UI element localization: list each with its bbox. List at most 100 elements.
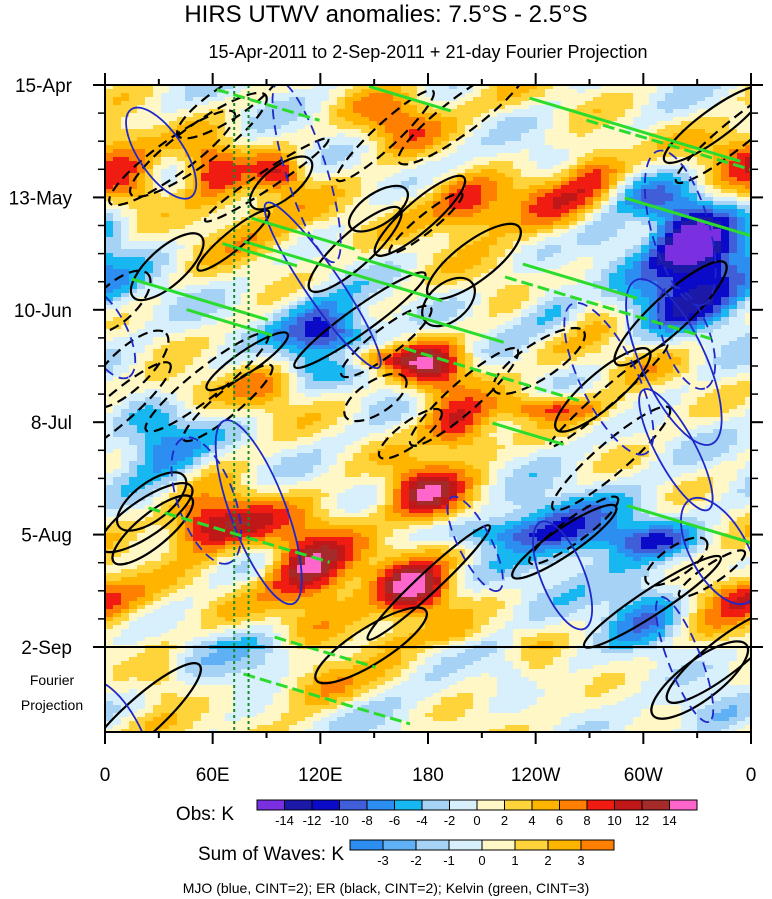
y-tick-label: 8-Jul <box>31 413 72 434</box>
er-contour <box>128 91 268 198</box>
colorbar-swatch <box>284 799 313 811</box>
colorbar-swatch <box>514 839 549 851</box>
er-contour <box>307 205 403 293</box>
er-contour <box>677 549 747 599</box>
colorbar-tick-label: -2 <box>410 853 422 868</box>
er-contour <box>492 326 586 396</box>
colorbar-tick-label: 6 <box>556 813 563 828</box>
er-contour <box>662 85 751 164</box>
colorbar-swatch <box>547 839 582 851</box>
plot-area <box>105 85 751 732</box>
mjo-contour <box>563 301 655 456</box>
er-contour <box>314 606 428 685</box>
mjo-contour <box>105 285 137 380</box>
kelvin-contour <box>186 308 273 337</box>
kelvin-contour <box>368 85 452 113</box>
er-contour <box>674 85 751 185</box>
er-contour <box>366 524 492 641</box>
colorbar-tick-label: 2 <box>501 813 508 828</box>
x-tick-label: 120W <box>511 765 561 786</box>
y-tick-label: 15-Apr <box>15 76 73 97</box>
colorbar-tick-label: -4 <box>416 813 428 828</box>
colorbar-swatch <box>586 799 615 811</box>
mjo-contour <box>170 436 242 565</box>
er-contour <box>554 347 652 433</box>
er-contour <box>203 137 330 223</box>
chart-subtitle: 15-Apr-2011 to 2-Sep-2011 + 21-day Fouri… <box>208 42 647 62</box>
colorbar-swatch <box>339 799 368 811</box>
er-contour <box>548 343 669 448</box>
colorbar-tick-label: -1 <box>443 853 455 868</box>
er-contour <box>205 331 290 392</box>
mjo-contour <box>625 278 723 446</box>
er-contour <box>108 109 237 207</box>
kelvin-contour <box>216 88 320 122</box>
er-contour <box>644 536 709 587</box>
colorbar-swatch <box>641 799 670 811</box>
er-contour <box>182 363 274 443</box>
colorbar-tick-label: -14 <box>275 813 294 828</box>
mjo-contour <box>214 419 303 606</box>
kelvin-contour <box>504 275 712 341</box>
colorbar-swatch <box>349 839 384 851</box>
y-tick-label: 10-Jun <box>14 301 72 322</box>
kelvin-contour <box>522 262 638 300</box>
x-tick-label: 120E <box>298 765 342 786</box>
kelvin-contour <box>529 96 741 163</box>
er-contour <box>408 347 520 447</box>
er-contour <box>528 495 620 566</box>
obs-anomaly-field <box>105 85 751 732</box>
x-tick-label: 0 <box>100 765 111 786</box>
colorbar-swatch <box>614 799 643 811</box>
er-contour <box>105 482 194 554</box>
kelvin-contour <box>492 421 565 446</box>
colorbar-swatch <box>415 839 450 851</box>
colorbar-swatch <box>421 799 450 811</box>
mjo-contour <box>680 496 751 606</box>
colorbar-tick-label: 4 <box>528 813 535 828</box>
colorbar-swatch <box>449 799 478 811</box>
er-contour <box>335 89 435 183</box>
er-contour <box>105 269 152 335</box>
er-contour <box>111 494 195 566</box>
er-contour <box>388 191 464 255</box>
kelvin-contour <box>404 346 584 404</box>
er-contour <box>348 184 409 233</box>
colorbar-swatch <box>382 839 417 851</box>
colorbar-tick-label: 0 <box>473 813 480 828</box>
waves-colorbar: -3 -2 -1 0 1 2 3 Sum of Waves: K <box>198 839 615 868</box>
er-contour <box>665 608 751 704</box>
projection-label: Projection <box>21 697 83 713</box>
er-contour <box>176 85 282 140</box>
er-contour <box>248 155 314 211</box>
mjo-contour <box>125 106 198 200</box>
kelvin-contour <box>586 118 751 172</box>
er-contour <box>129 232 205 302</box>
mjo-contour <box>655 596 715 723</box>
kelvin-contour <box>131 277 269 322</box>
kelvin-contour <box>250 216 356 251</box>
colorbar-swatch <box>531 799 560 811</box>
er-contour <box>397 85 529 166</box>
colorbar-swatch <box>669 799 698 811</box>
wave-contours <box>105 85 751 732</box>
x-tick-label: 0 <box>746 765 757 786</box>
er-contour <box>550 405 672 512</box>
colorbar-tick-label: -6 <box>389 813 401 828</box>
colorbar-swatch <box>256 799 285 811</box>
colorbar-tick-label: 8 <box>583 813 590 828</box>
colorbar-swatch <box>448 839 483 851</box>
chart-title: HIRS UTWV anomalies: 7.5°S - 2.5°S <box>184 1 587 28</box>
kelvin-contour <box>357 256 431 281</box>
er-contour <box>377 407 443 460</box>
colorbar-tick-label: 14 <box>662 813 676 828</box>
colorbar-swatch <box>504 799 533 811</box>
projection-label: Fourier <box>30 672 75 688</box>
colorbar-swatch <box>366 799 395 811</box>
colorbar-tick-label: -8 <box>361 813 373 828</box>
colorbar-tick-label: -12 <box>303 813 322 828</box>
x-tick-label: 60W <box>624 765 663 786</box>
y-tick-label: 2-Sep <box>21 638 72 659</box>
colorbar-tick-label: 10 <box>607 813 621 828</box>
